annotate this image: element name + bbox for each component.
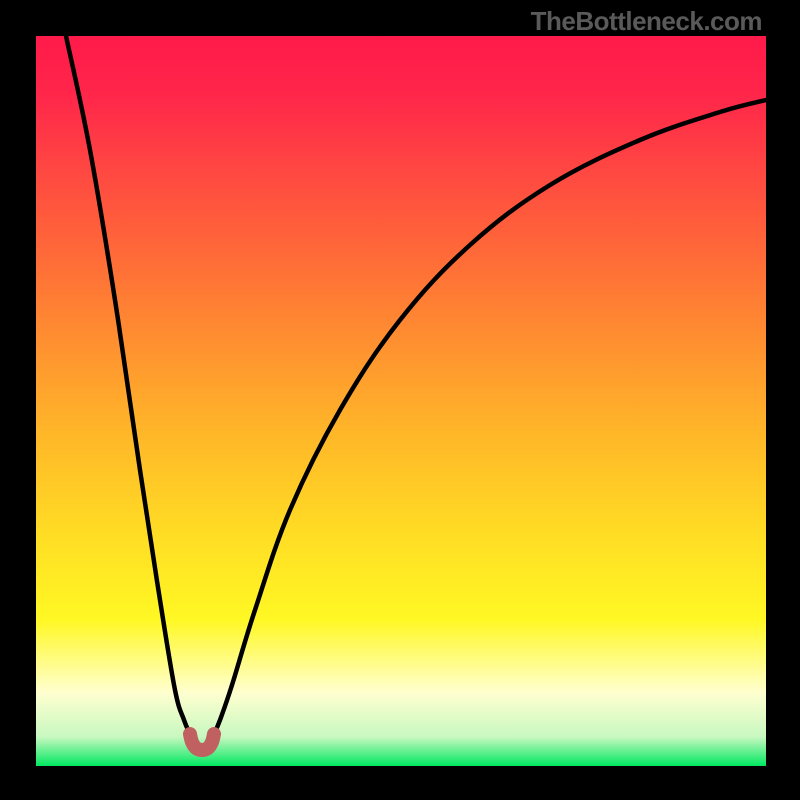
curve-left-branch (66, 36, 190, 734)
curve-right-branch (214, 100, 766, 734)
chart-container: TheBottleneck.com (0, 0, 800, 800)
curve-tip-marker (190, 734, 214, 750)
bottleneck-curve (0, 0, 800, 800)
watermark-text: TheBottleneck.com (531, 6, 762, 37)
